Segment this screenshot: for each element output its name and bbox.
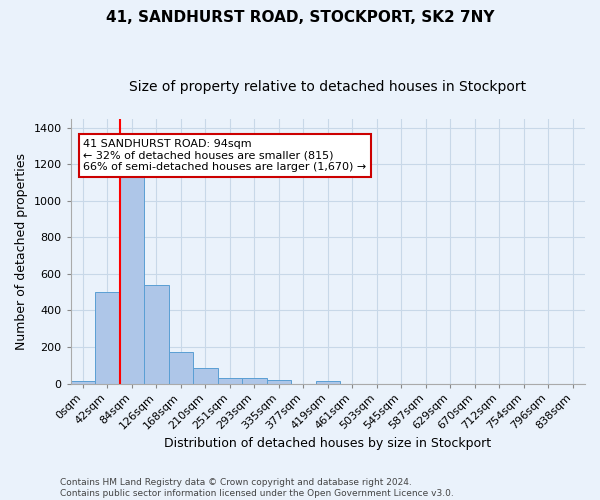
Text: 41, SANDHURST ROAD, STOCKPORT, SK2 7NY: 41, SANDHURST ROAD, STOCKPORT, SK2 7NY bbox=[106, 10, 494, 25]
Bar bbox=[316, 381, 340, 384]
Bar bbox=[242, 378, 266, 384]
Text: Contains HM Land Registry data © Crown copyright and database right 2024.
Contai: Contains HM Land Registry data © Crown c… bbox=[60, 478, 454, 498]
Bar bbox=[218, 378, 242, 384]
Text: 41 SANDHURST ROAD: 94sqm
← 32% of detached houses are smaller (815)
66% of semi-: 41 SANDHURST ROAD: 94sqm ← 32% of detach… bbox=[83, 139, 366, 172]
Bar bbox=[144, 285, 169, 384]
Y-axis label: Number of detached properties: Number of detached properties bbox=[15, 152, 28, 350]
Bar bbox=[95, 292, 119, 384]
Bar bbox=[193, 368, 218, 384]
Title: Size of property relative to detached houses in Stockport: Size of property relative to detached ho… bbox=[129, 80, 526, 94]
X-axis label: Distribution of detached houses by size in Stockport: Distribution of detached houses by size … bbox=[164, 437, 491, 450]
Bar bbox=[119, 137, 144, 384]
Bar bbox=[169, 352, 193, 384]
Bar bbox=[266, 380, 291, 384]
Bar bbox=[71, 381, 95, 384]
